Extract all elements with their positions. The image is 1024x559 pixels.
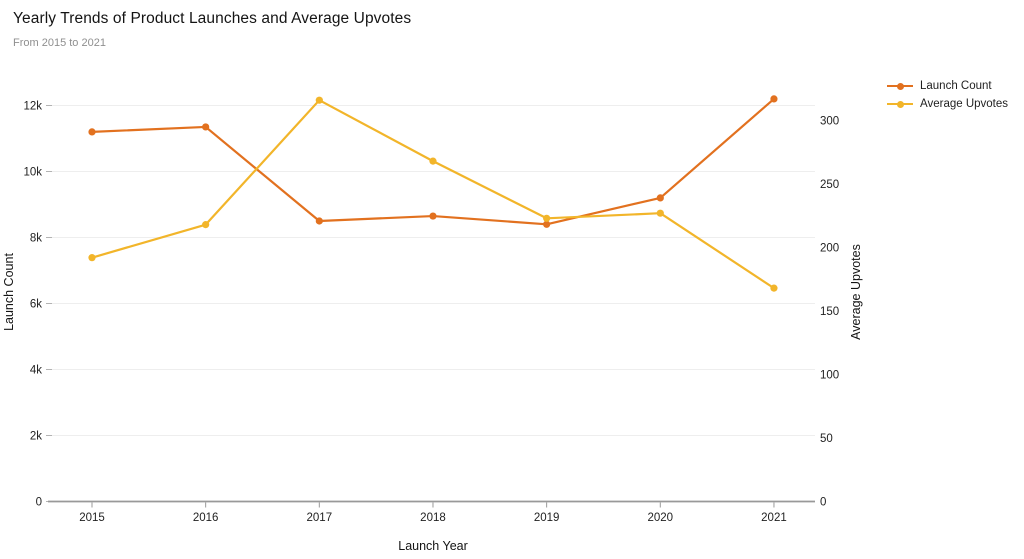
legend: Launch Count Average Upvotes [887, 79, 1008, 111]
y-right-tick-label: 0 [820, 497, 826, 509]
chart-title: Yearly Trends of Product Launches and Av… [13, 10, 412, 27]
legend-label: Average Upvotes [920, 98, 1009, 110]
y-left-tick-label: 0 [36, 497, 42, 509]
y-axis-title-right: Average Upvotes [849, 244, 863, 340]
x-tick-label: 2020 [648, 512, 674, 524]
legend-item-average-upvotes[interactable]: Average Upvotes [887, 97, 1008, 111]
data-point-launch-count [315, 217, 323, 225]
legend-label: Launch Count [920, 80, 992, 92]
y-right-tick-label: 100 [820, 370, 839, 382]
x-tick-label: 2017 [307, 512, 333, 524]
data-point-launch-count [770, 95, 778, 103]
data-point-launch-count [543, 220, 551, 228]
data-point-launch-count [202, 123, 210, 131]
chart-subtitle: From 2015 to 2021 [13, 37, 106, 49]
legend-item-launch-count[interactable]: Launch Count [887, 79, 1008, 93]
data-point-average-upvotes [656, 209, 664, 217]
y-right-tick-label: 250 [820, 179, 839, 191]
x-axis-title: Launch Year [398, 539, 468, 553]
y-left-tick-label: 8k [30, 233, 42, 245]
y-left-tick-label: 12k [23, 101, 42, 113]
y-right-tick-label: 50 [820, 433, 833, 445]
data-point-launch-count [656, 194, 664, 202]
y-right-tick-label: 300 [820, 116, 839, 128]
legend-line-dot-icon [887, 100, 913, 108]
data-point-average-upvotes [88, 254, 96, 262]
y-axis-title-left: Launch Count [2, 253, 16, 331]
data-point-average-upvotes [770, 284, 778, 292]
data-point-launch-count [429, 212, 437, 220]
data-point-average-upvotes [429, 157, 437, 165]
data-point-launch-count [88, 128, 96, 136]
x-tick-label: 2021 [761, 512, 787, 524]
legend-line-dot-icon [887, 82, 913, 90]
y-right-tick-label: 150 [820, 306, 839, 318]
y-right-tick-label: 200 [820, 243, 839, 255]
x-tick-label: 2018 [420, 512, 446, 524]
y-left-tick-label: 10k [23, 167, 42, 179]
data-point-average-upvotes [543, 214, 551, 222]
x-tick-label: 2019 [534, 512, 560, 524]
x-tick-label: 2016 [193, 512, 219, 524]
y-left-tick-label: 4k [30, 365, 42, 377]
y-left-tick-label: 6k [30, 299, 42, 311]
y-left-tick-label: 2k [30, 431, 42, 443]
x-tick-label: 2015 [79, 512, 105, 524]
data-point-average-upvotes [202, 221, 210, 229]
data-point-average-upvotes [315, 96, 323, 104]
